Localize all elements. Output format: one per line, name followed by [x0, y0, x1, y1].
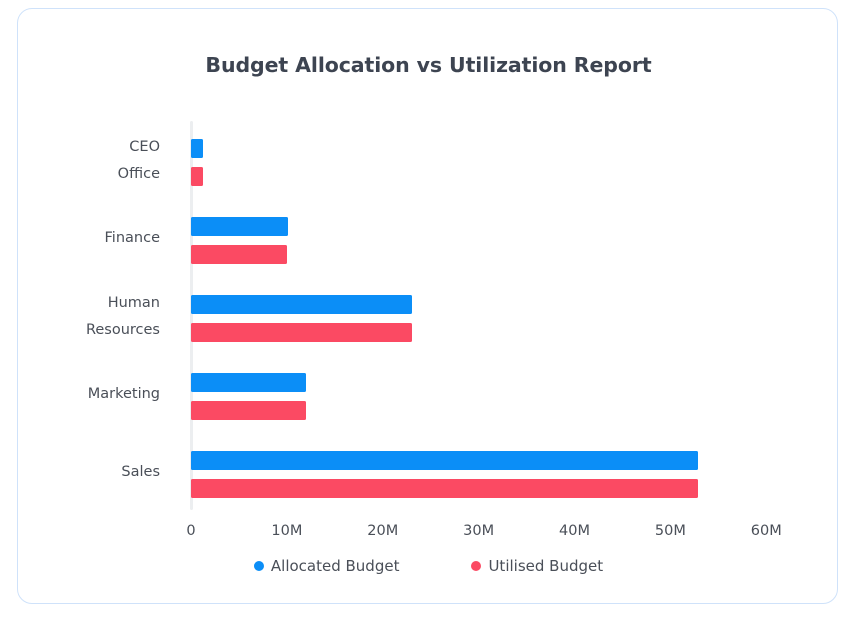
- chart-title: Budget Allocation vs Utilization Report: [205, 53, 652, 77]
- bar-group: CEO Office: [118, 121, 813, 199]
- bar-row: [191, 451, 699, 470]
- bar-row: [191, 295, 413, 314]
- bar-row: [191, 245, 287, 264]
- bar-group: Finance: [105, 199, 813, 277]
- y-axis-category-label: Human Resources: [85, 295, 160, 338]
- bar-allocated-budget[interactable]: [191, 139, 204, 158]
- bar-utilised-budget[interactable]: [191, 167, 203, 186]
- bar-utilised-budget[interactable]: [191, 479, 699, 498]
- bar-row: [191, 479, 699, 498]
- bar-allocated-budget[interactable]: [191, 295, 413, 314]
- legend-label: Allocated Budget: [270, 557, 400, 575]
- chart-card: Budget Allocation vs Utilization Report …: [17, 8, 838, 604]
- x-axis-tick-label: 10M: [271, 523, 303, 539]
- bar-row: [191, 401, 307, 420]
- bar-row: [191, 323, 412, 342]
- x-axis-tick-label: 40M: [559, 523, 590, 539]
- x-axis-tick-label: 50M: [654, 523, 686, 539]
- bar-group: Sales: [121, 433, 813, 511]
- x-axis-tick-label: 60M: [750, 523, 782, 539]
- y-axis-category-label: Marketing: [87, 386, 160, 402]
- bar-utilised-budget[interactable]: [191, 245, 287, 264]
- bar-allocated-budget[interactable]: [191, 451, 699, 470]
- legend-item[interactable]: Allocated Budget: [253, 557, 400, 575]
- x-axis: 0 10M 20M 30M 40M 50M 60M: [173, 510, 813, 540]
- bar-group: Marketing: [88, 355, 813, 433]
- bar-allocated-budget[interactable]: [191, 373, 307, 392]
- bar-allocated-budget[interactable]: [191, 217, 288, 236]
- bar-groups: CEO Office Finance Human Resources Marketing S…: [86, 121, 813, 511]
- legend-label: Utilised Budget: [488, 557, 604, 575]
- legend-item[interactable]: Utilised Budget: [471, 557, 603, 575]
- x-axis-tick-label: 30M: [463, 523, 495, 539]
- y-axis-category-label: Sales: [121, 464, 160, 480]
- x-axis-tick-label: 0: [186, 523, 196, 539]
- y-axis-category-label: CEO Office: [117, 139, 160, 182]
- plot-area: CEO Office Finance Human Resources Marketing S…: [86, 121, 813, 539]
- y-axis-category-label: Finance: [104, 230, 160, 246]
- bar-row: [191, 139, 204, 158]
- x-axis-zero-line: [190, 121, 193, 510]
- bar-utilised-budget[interactable]: [191, 401, 307, 420]
- bar-row: [191, 373, 307, 392]
- bar-row: [191, 217, 288, 236]
- chart-legend: Allocated Budget Utilised Budget: [18, 557, 839, 575]
- x-axis-tick-label: 20M: [367, 523, 399, 539]
- bar-row: [191, 167, 203, 186]
- circle-dot-icon: [253, 561, 264, 571]
- circle-dot-icon: [471, 561, 482, 571]
- bar-group: Human Resources: [86, 277, 813, 355]
- bar-utilised-budget[interactable]: [191, 323, 412, 342]
